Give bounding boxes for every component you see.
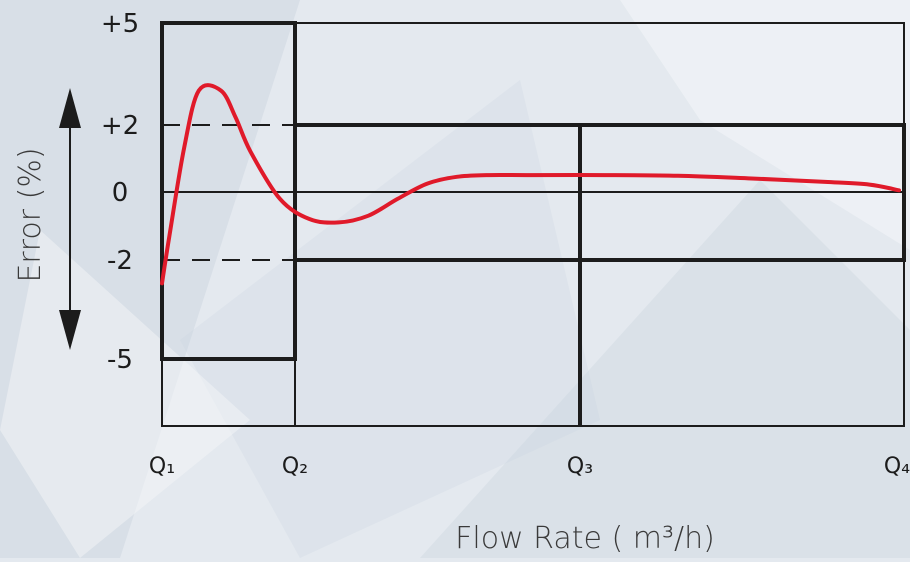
x-tick-label: Q₃ [567,454,593,479]
tolerance-frames [160,21,906,427]
y-tick-label: 0 [112,178,129,208]
y-tick-label: -5 [107,345,133,375]
x-tick-label: Q₁ [149,454,175,479]
y-tick-labels: +5 +2 0 -2 -5 [101,9,139,375]
x-tick-labels: Q₁ Q₂ Q₃ Q₄ [149,454,910,479]
y-axis-arrow [59,88,81,350]
error-curve [160,83,901,286]
y-tick-label: -2 [107,246,133,276]
x-tick-label: Q₄ [884,454,910,479]
x-axis-title: Flow Rate ( m³/h) [455,521,715,556]
y-axis-title: Error (%) [13,147,48,282]
y-tick-label: +5 [101,9,139,39]
y-tick-label: +2 [101,111,139,141]
x-tick-label: Q₂ [282,454,308,479]
